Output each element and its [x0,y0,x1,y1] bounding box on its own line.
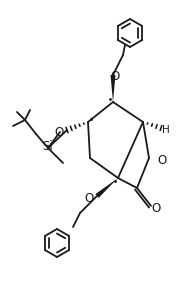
Text: H: H [162,125,170,135]
Polygon shape [95,178,118,198]
Polygon shape [111,75,116,102]
Text: Si: Si [43,140,53,153]
Text: O: O [151,203,161,216]
Text: O: O [85,192,94,205]
Text: O: O [55,126,64,139]
Text: O: O [157,153,166,167]
Text: O: O [110,70,120,83]
